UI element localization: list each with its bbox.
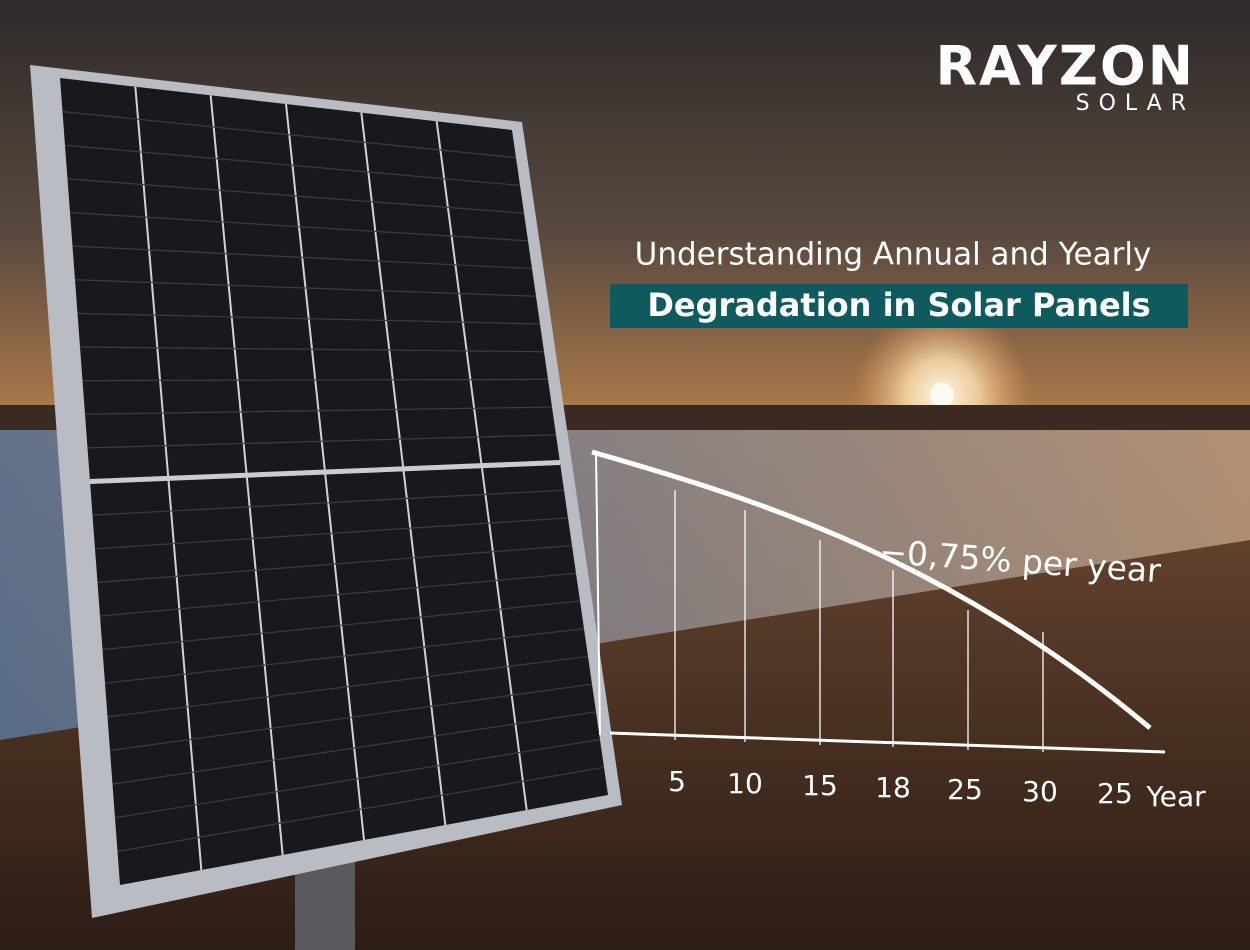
cell-row-line	[102, 600, 581, 651]
post	[295, 860, 355, 950]
axis-label: Year	[1145, 780, 1206, 813]
panel-cells	[60, 78, 608, 885]
tick-labels: 5 10 15 18 25 30 25	[668, 765, 1133, 810]
cell-row-line	[87, 434, 557, 449]
cell-row-line	[114, 738, 601, 819]
cell-row-line	[112, 711, 597, 785]
tick-label: 18	[875, 771, 911, 804]
tick-label: 30	[1022, 775, 1058, 808]
y-axis-line	[595, 451, 601, 736]
cell-row-line	[62, 111, 517, 159]
cell-row-line	[77, 312, 541, 325]
degradation-curve	[591, 449, 1152, 730]
logo-sub: SOLAR	[1076, 91, 1195, 116]
tick-label: 15	[802, 769, 838, 802]
cell-row-line	[117, 766, 605, 852]
x-axis-line	[609, 731, 1166, 754]
cell-row-line	[97, 545, 573, 583]
cell-row-line	[104, 628, 585, 684]
tick-label: 25	[1097, 777, 1133, 810]
sun	[930, 383, 954, 407]
cell-row-line	[84, 406, 553, 415]
logo-name: RAYZON	[935, 35, 1195, 98]
heading-highlight	[610, 284, 1188, 328]
guides	[674, 490, 1044, 752]
cell-row-line	[92, 489, 565, 516]
cell-row-line	[99, 572, 577, 617]
cell-row-line	[107, 655, 589, 718]
cell-grid	[62, 86, 605, 871]
cell-row-line	[72, 245, 533, 270]
cell-row-line	[109, 683, 593, 752]
heading-line2: Degradation in Solar Panels	[647, 286, 1150, 324]
tick-label: 25	[947, 773, 983, 806]
heading-line1: Understanding Annual and Yearly	[635, 237, 1152, 273]
cell-row-line	[94, 517, 569, 550]
cell-row-line	[64, 144, 521, 187]
cell-row-line	[67, 178, 525, 214]
tick-label: 10	[727, 767, 763, 800]
tick-label: 5	[668, 765, 686, 798]
cell-row-line	[69, 211, 529, 242]
cell-row-line	[82, 378, 549, 382]
cell-row-line	[74, 279, 537, 297]
cell-row-line	[89, 460, 561, 484]
cell-row-line	[79, 346, 545, 353]
